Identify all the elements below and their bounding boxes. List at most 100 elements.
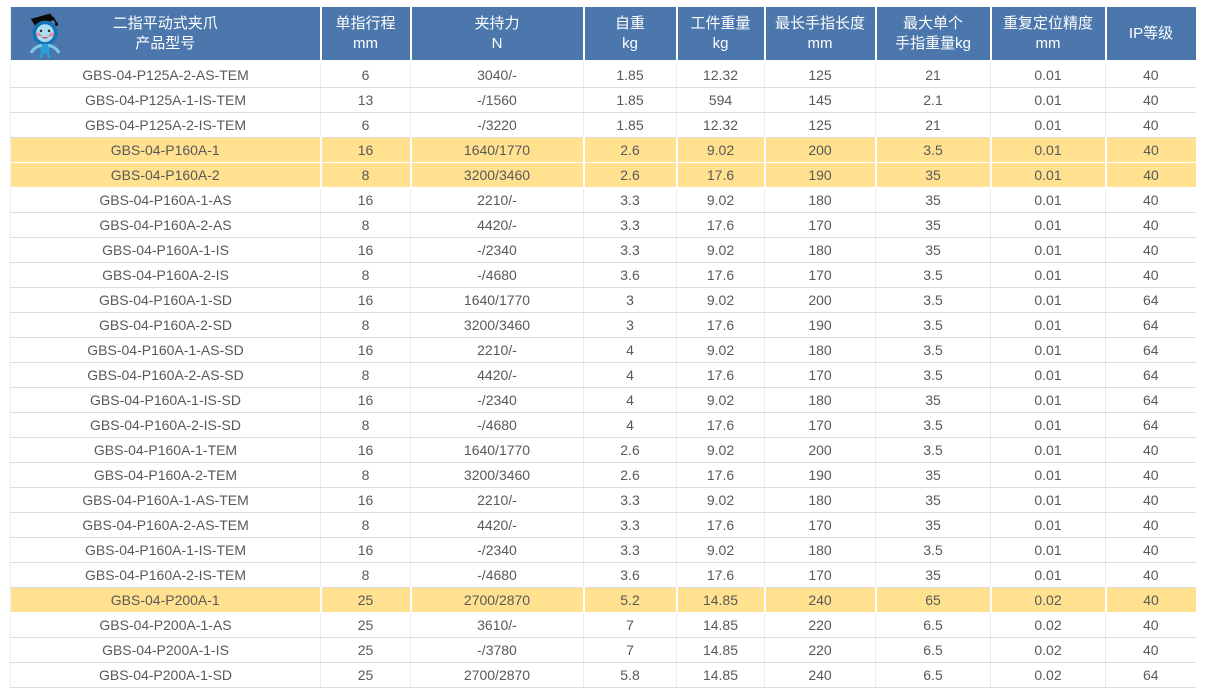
header-max-single-finger-weight: 最大单个 手指重量kg bbox=[874, 7, 991, 63]
table-cell: 240 bbox=[764, 662, 876, 688]
table-cell: 35 bbox=[875, 487, 991, 513]
header-line2: 产品型号 bbox=[135, 34, 196, 52]
table-cell: 4420/- bbox=[410, 212, 584, 238]
table-cell: 40 bbox=[1105, 512, 1196, 538]
table-cell: 40 bbox=[1105, 487, 1196, 513]
table-cell: 2.6 bbox=[583, 437, 677, 463]
table-cell: 2700/2870 bbox=[409, 587, 584, 613]
header-ip-rating: IP等级 bbox=[1104, 7, 1196, 63]
header-gripping-force: 夹持力 N bbox=[409, 7, 584, 63]
table-cell: 16 bbox=[320, 437, 411, 463]
table-cell: 2210/- bbox=[410, 187, 584, 213]
table-cell: 180 bbox=[764, 337, 876, 363]
table-cell: 14.85 bbox=[676, 637, 765, 663]
table-cell: 17.6 bbox=[675, 162, 765, 188]
table-cell: 17.6 bbox=[676, 512, 765, 538]
table-cell: 35 bbox=[875, 462, 991, 488]
table-cell: 3.5 bbox=[874, 137, 991, 163]
table-cell: 0.01 bbox=[990, 537, 1106, 563]
table-cell: 2.6 bbox=[582, 137, 677, 163]
table-cell: 0.01 bbox=[990, 237, 1106, 263]
table-cell: GBS-04-P160A-1-IS bbox=[10, 237, 321, 263]
table-cell: 12.32 bbox=[676, 112, 765, 138]
table-cell: 594 bbox=[676, 87, 765, 113]
table-cell: GBS-04-P160A-1-IS-SD bbox=[10, 387, 321, 413]
table-cell: GBS-04-P125A-2-IS-TEM bbox=[10, 112, 321, 138]
table-cell: 5.8 bbox=[583, 662, 677, 688]
table-cell: 3.3 bbox=[583, 512, 677, 538]
table-row: GBS-04-P160A-2-SD 8 3200/3460 3 17.6 190 3.5 0.… bbox=[10, 312, 1196, 338]
table-cell: -/4680 bbox=[410, 412, 584, 438]
table-cell: 9.02 bbox=[676, 337, 765, 363]
table-cell: 40 bbox=[1105, 462, 1196, 488]
table-cell: 64 bbox=[1105, 662, 1196, 688]
table-cell: 35 bbox=[875, 512, 991, 538]
table-cell: 35 bbox=[874, 162, 991, 188]
table-cell: 2.6 bbox=[582, 162, 677, 188]
table-cell: 40 bbox=[1105, 237, 1196, 263]
table-row: GBS-04-P160A-1-IS-SD 16 -/2340 4 9.02 180 35 0.… bbox=[10, 387, 1196, 413]
table-cell: 35 bbox=[875, 237, 991, 263]
table-cell: 35 bbox=[875, 562, 991, 588]
table-cell: GBS-04-P160A-1-AS bbox=[10, 187, 321, 213]
table-cell: 40 bbox=[1105, 262, 1196, 288]
table-cell: GBS-04-P125A-2-AS-TEM bbox=[10, 61, 321, 88]
table-cell: 17.6 bbox=[676, 312, 765, 338]
table-cell: 4 bbox=[583, 412, 677, 438]
table-cell: 0.01 bbox=[990, 61, 1106, 88]
table-cell: 180 bbox=[764, 237, 876, 263]
header-repeat-accuracy: 重复定位精度 mm bbox=[989, 7, 1106, 63]
table-cell: GBS-04-P200A-1 bbox=[10, 587, 321, 613]
table-cell: -/3220 bbox=[410, 112, 584, 138]
table-cell: 8 bbox=[320, 512, 411, 538]
table-row: GBS-04-P160A-1-AS 16 2210/- 3.3 9.02 180 35 0.0… bbox=[10, 187, 1196, 213]
table-cell: 0.01 bbox=[990, 112, 1106, 138]
table-cell: 3.5 bbox=[875, 262, 991, 288]
table-cell: 35 bbox=[875, 212, 991, 238]
table-cell: GBS-04-P160A-2-IS-SD bbox=[10, 412, 321, 438]
table-cell: GBS-04-P160A-2 bbox=[10, 162, 321, 188]
header-product-model: 二指平动式夹爪 产品型号 bbox=[10, 7, 321, 63]
table-cell: 16 bbox=[320, 387, 411, 413]
graduate-mascot-icon bbox=[23, 10, 67, 59]
table-cell: 17.6 bbox=[676, 462, 765, 488]
table-cell: -/4680 bbox=[410, 262, 584, 288]
table-cell: 8 bbox=[320, 462, 411, 488]
table-cell: GBS-04-P200A-1-SD bbox=[10, 662, 321, 688]
table-cell: -/2340 bbox=[410, 387, 584, 413]
table-cell: 3.3 bbox=[583, 487, 677, 513]
table-cell: -/1560 bbox=[410, 87, 584, 113]
table-cell: 180 bbox=[764, 537, 876, 563]
table-cell: 9.02 bbox=[676, 287, 765, 313]
table-cell: 220 bbox=[764, 637, 876, 663]
table-cell: 190 bbox=[763, 162, 876, 188]
table-cell: 1.85 bbox=[583, 112, 677, 138]
table-cell: 16 bbox=[319, 137, 411, 163]
table-row: GBS-04-P160A-1-TEM 16 1640/1770 2.6 9.02 200 3… bbox=[10, 437, 1196, 463]
header-self-weight: 自重 kg bbox=[582, 7, 677, 63]
table-row: GBS-04-P200A-1 25 2700/2870 5.2 14.85 240 65 0.… bbox=[10, 587, 1196, 613]
table-cell: 3.3 bbox=[583, 537, 677, 563]
table-cell: 21 bbox=[875, 61, 991, 88]
table-cell: 21 bbox=[875, 112, 991, 138]
table-cell: 0.01 bbox=[990, 512, 1106, 538]
table-cell: 190 bbox=[764, 462, 876, 488]
table-cell: 64 bbox=[1105, 362, 1196, 388]
table-cell: -/2340 bbox=[410, 537, 584, 563]
table-cell: 14.85 bbox=[676, 612, 765, 638]
table-cell: GBS-04-P160A-2-AS-SD bbox=[10, 362, 321, 388]
table-cell: 0.01 bbox=[990, 362, 1106, 388]
table-cell: 0.01 bbox=[990, 462, 1106, 488]
table-cell: 0.01 bbox=[989, 162, 1106, 188]
table-row: GBS-04-P125A-2-AS-TEM 6 3040/- 1.85 12.32 125… bbox=[10, 61, 1196, 88]
table-row: GBS-04-P160A-2-IS 8 -/4680 3.6 17.6 170 3.5 0.0… bbox=[10, 262, 1196, 288]
table-cell: 190 bbox=[764, 312, 876, 338]
table-row: GBS-04-P160A-2 8 3200/3460 2.6 17.6 190 35 0.01… bbox=[10, 162, 1196, 188]
table-cell: -/2340 bbox=[410, 237, 584, 263]
table-cell: 0.01 bbox=[990, 262, 1106, 288]
table-cell: 125 bbox=[764, 61, 876, 88]
table-cell: 180 bbox=[764, 487, 876, 513]
table-cell: 40 bbox=[1105, 562, 1196, 588]
table-cell: 0.01 bbox=[989, 137, 1106, 163]
table-cell: 6.5 bbox=[875, 637, 991, 663]
